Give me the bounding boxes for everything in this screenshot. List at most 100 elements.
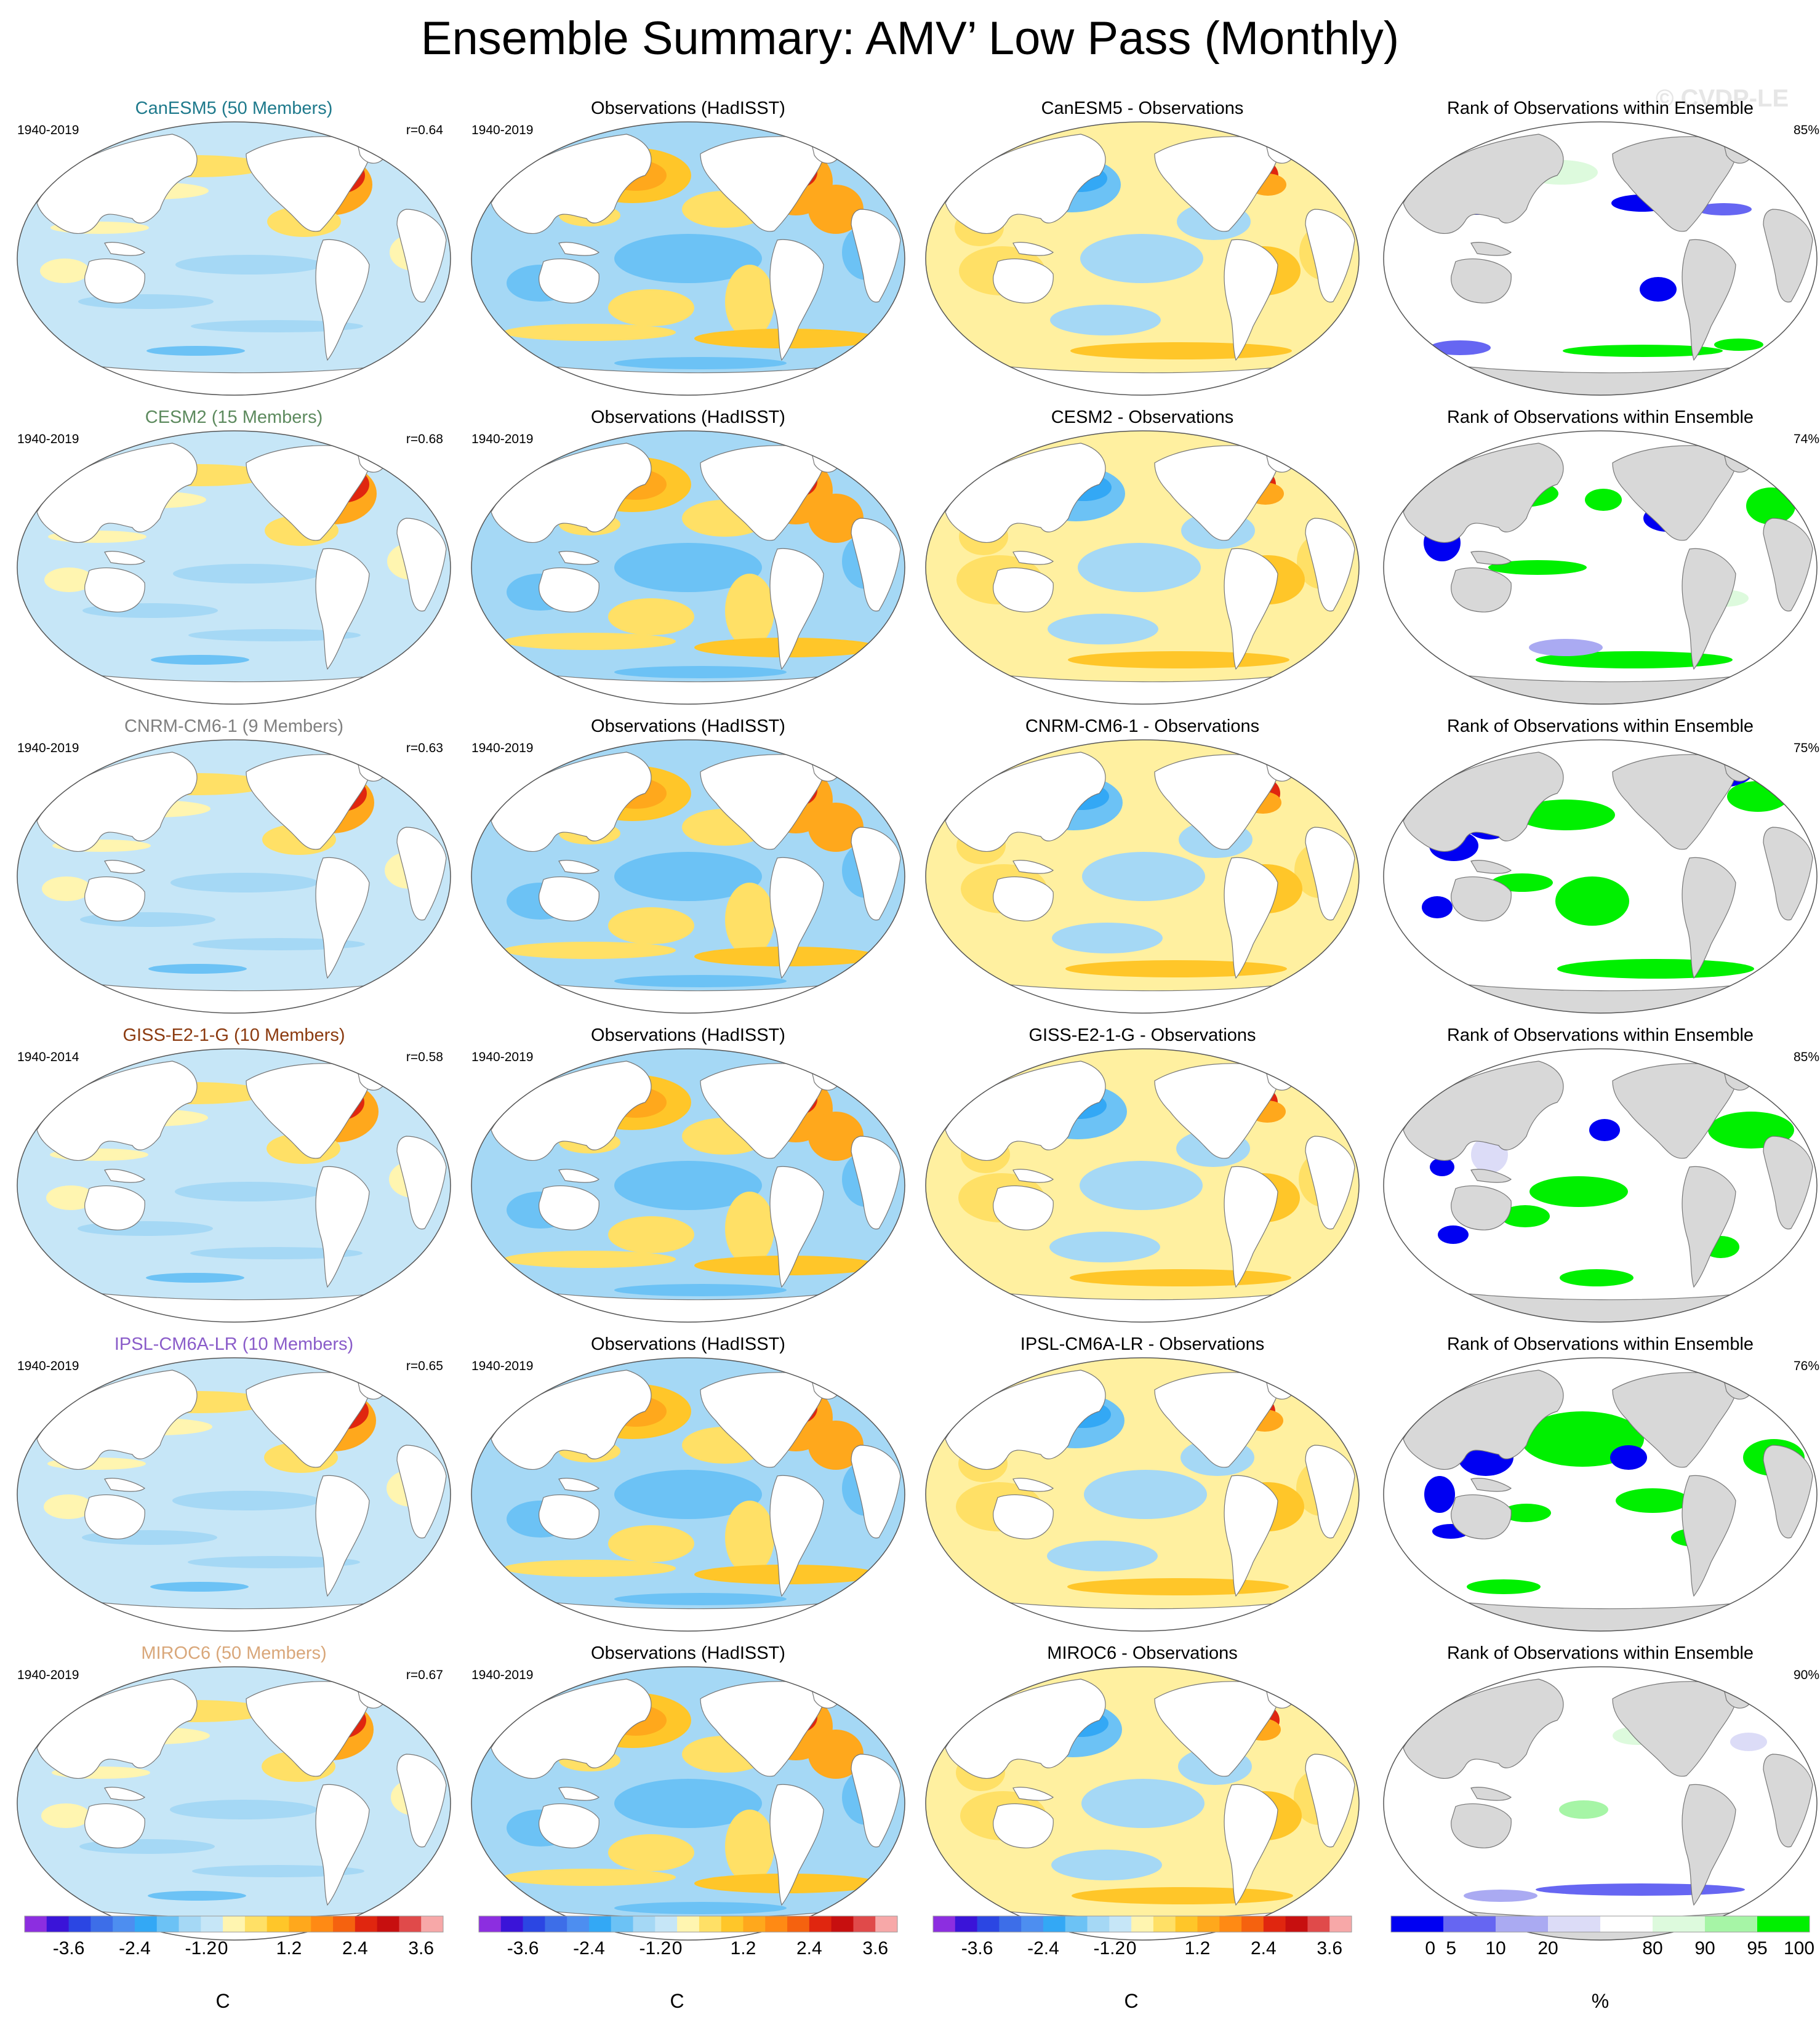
colorbar-tick-label: -1.2 (639, 1938, 671, 1959)
colorbar-svg: -3.6 -2.4 -1.2 0 1.2 2.4 3.6 (24, 1915, 444, 1959)
land-outline (539, 1494, 599, 1539)
colorbar-swatch (787, 1916, 810, 1932)
land-outline (1451, 1185, 1512, 1230)
model-panel: CESM2 (15 Members) 1940-2019 r=0.68 (6, 401, 462, 709)
land-outline (1682, 1166, 1736, 1288)
land-outline (36, 443, 198, 543)
model-anomaly-patch (42, 876, 91, 901)
map-frame (17, 1048, 451, 1323)
colorbar-tick-label: -2.4 (119, 1938, 151, 1959)
land-outline (1451, 567, 1512, 612)
land-outline (1305, 209, 1355, 303)
rank-title: Rank of Observations within Ensemble (1446, 1643, 1754, 1663)
obs-map (471, 121, 905, 396)
rank-percent: 74% (1793, 432, 1819, 446)
land-outline (993, 1185, 1054, 1230)
colorbar-swatch (244, 1916, 268, 1932)
rank-anomaly-patch (1430, 1158, 1454, 1176)
watermark: © CVDP-LE (1656, 85, 1789, 112)
rank-map (1383, 1666, 1818, 1941)
land-outline (84, 1803, 145, 1848)
diff-title: GISS-E2-1-G - Observations (1028, 1025, 1256, 1045)
pattern-correlation: r=0.58 (406, 1050, 443, 1064)
obs-anomaly-patch (503, 324, 676, 341)
model-panel: IPSL-CM6A-LR (10 Members) 1940-2019 r=0.65 (6, 1328, 462, 1636)
rank-anomaly-patch (1536, 651, 1733, 668)
map-frame (471, 739, 905, 1014)
rank-title: Rank of Observations within Ensemble (1446, 716, 1754, 736)
diff-panel: GISS-E2-1-G - Observations (915, 1019, 1370, 1327)
colorbar-swatch (809, 1916, 832, 1932)
model-anomaly-patch (193, 938, 365, 950)
obs-anomaly-patch (608, 1525, 694, 1562)
land-outline (1012, 551, 1054, 565)
rank-anomaly-patch (1730, 1733, 1767, 1751)
model-title: IPSL-CM6A-LR (10 Members) (114, 1334, 354, 1354)
land-outline (104, 1478, 146, 1492)
colorbar-rank: 0 5 10 20 80 90 95 100% (1373, 1904, 1820, 2027)
colorbar-swatch (633, 1916, 655, 1932)
land-outline (1763, 1136, 1813, 1230)
colorbar-swatch (1241, 1916, 1264, 1932)
rank-anomaly-patch (1563, 345, 1723, 357)
obs-map (471, 1357, 905, 1632)
diff-title: CNRM-CM6-1 - Observations (1025, 716, 1260, 736)
land-outline (396, 1445, 447, 1539)
land-outline (1470, 1169, 1512, 1183)
rank-anomaly-patch (1529, 1176, 1628, 1207)
rank-anomaly-patch (1517, 800, 1615, 830)
rank-title: Rank of Observations within Ensemble (1446, 1334, 1754, 1354)
model-anomaly-patch (44, 567, 94, 592)
model-anomaly-patch (148, 964, 247, 974)
model-period: 1940-2014 (17, 1050, 79, 1064)
land-outline (1305, 827, 1355, 921)
land-outline (1682, 1475, 1736, 1597)
land-outline (491, 1678, 652, 1779)
colorbar-tick-label: 3.6 (408, 1938, 434, 1959)
rank-title: Rank of Observations within Ensemble (1446, 98, 1754, 118)
model-panel: GISS-E2-1-G (10 Members) 1940-2014 r=0.58 (6, 1019, 462, 1327)
obs-anomaly-patch (503, 1251, 676, 1268)
rank-percent: 85% (1793, 1050, 1819, 1064)
model-panel: CNRM-CM6-1 (9 Members) 1940-2019 r=0.63 (6, 710, 462, 1018)
colorbar-tick-label: 5 (1446, 1938, 1456, 1959)
colorbar-swatch (1757, 1916, 1810, 1932)
land-outline (491, 134, 652, 234)
obs-map (471, 739, 905, 1014)
land-outline (84, 1494, 145, 1539)
obs-anomaly-patch (614, 1161, 762, 1210)
rank-anomaly-patch (1640, 277, 1677, 302)
obs-anomaly-patch (725, 1501, 774, 1574)
colorbar-tick-label: 20 (1537, 1938, 1558, 1959)
diff-anomaly-patch (1072, 1887, 1293, 1904)
land-outline (396, 209, 447, 303)
obs-anomaly-patch (808, 185, 864, 234)
colorbar-swatch (1391, 1916, 1444, 1932)
diff-panel: CanESM5 - Observations (915, 92, 1370, 400)
obs-anomaly-patch (614, 234, 762, 283)
model-anomaly-patch (190, 1247, 363, 1259)
land-outline (396, 518, 447, 612)
map-frame (1383, 121, 1818, 396)
colorbar-swatch (267, 1916, 289, 1932)
colorbar-swatch (421, 1916, 444, 1932)
obs-anomaly-patch (503, 942, 676, 959)
model-period: 1940-2019 (17, 1359, 79, 1373)
obs-anomaly-patch (614, 975, 787, 987)
colorbar-unit: C (215, 1990, 230, 2012)
map-frame (17, 430, 451, 705)
colorbar-tick-label: -3.6 (507, 1938, 539, 1959)
land-outline (1012, 1169, 1054, 1183)
colorbar-swatch (134, 1916, 158, 1932)
obs-title: Observations (HadISST) (591, 1643, 785, 1663)
land-outline (84, 1185, 145, 1230)
land-outline (1012, 1787, 1054, 1801)
land-outline (993, 1803, 1054, 1848)
obs-period: 1940-2019 (471, 1668, 534, 1682)
colorbar-swatch (677, 1916, 700, 1932)
colorbar-tick-label: 1.2 (731, 1938, 756, 1959)
obs-anomaly-patch (608, 907, 694, 944)
colorbar-swatch (1175, 1916, 1198, 1932)
model-map (17, 1666, 451, 1941)
row-4: GISS-E2-1-G (10 Members) 1940-2014 r=0.58 O… (0, 1019, 1820, 1327)
